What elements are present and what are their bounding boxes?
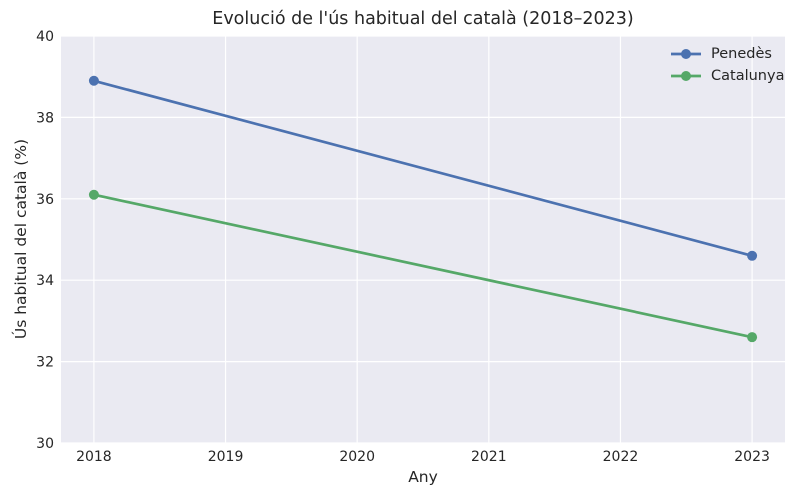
- y-tick-label-34: 34: [36, 273, 54, 289]
- x-axis-label: Any: [408, 468, 438, 486]
- legend-label-penedes: Penedès: [711, 45, 772, 62]
- chart-title: Evolució de l'ús habitual del català (20…: [212, 9, 634, 29]
- legend-item-penedes: Penedès: [671, 43, 784, 65]
- x-tick-label-2019: 2019: [208, 449, 244, 465]
- legend-line-marker-icon: [671, 48, 701, 59]
- series-line-penedes: [92, 79, 754, 258]
- y-tick-label-40: 40: [36, 29, 54, 45]
- y-tick-label-36: 36: [36, 192, 54, 208]
- data-point-catalunya-2023: [747, 332, 758, 343]
- x-tick-label-2023: 2023: [734, 449, 770, 465]
- legend-line-marker-icon: [671, 70, 701, 81]
- data-point-catalunya-2018: [88, 189, 99, 200]
- data-point-penedes-2018: [88, 75, 99, 86]
- y-axis-label: Ús habitual del català (%): [12, 138, 30, 340]
- legend: Penedès Catalunya: [671, 43, 784, 86]
- legend-item-catalunya: Catalunya: [671, 65, 784, 87]
- x-tick-label-2018: 2018: [76, 449, 112, 465]
- x-tick-label-2020: 2020: [339, 449, 375, 465]
- data-point-penedes-2023: [747, 250, 758, 261]
- series-line-catalunya: [92, 193, 754, 339]
- y-tick-label-32: 32: [36, 355, 54, 371]
- x-tick-label-2021: 2021: [471, 449, 507, 465]
- plot-background: [61, 36, 785, 443]
- legend-label-catalunya: Catalunya: [711, 67, 785, 84]
- x-tick-label-2022: 2022: [603, 449, 639, 465]
- y-tick-label-30: 30: [36, 436, 54, 452]
- y-tick-label-38: 38: [36, 110, 54, 126]
